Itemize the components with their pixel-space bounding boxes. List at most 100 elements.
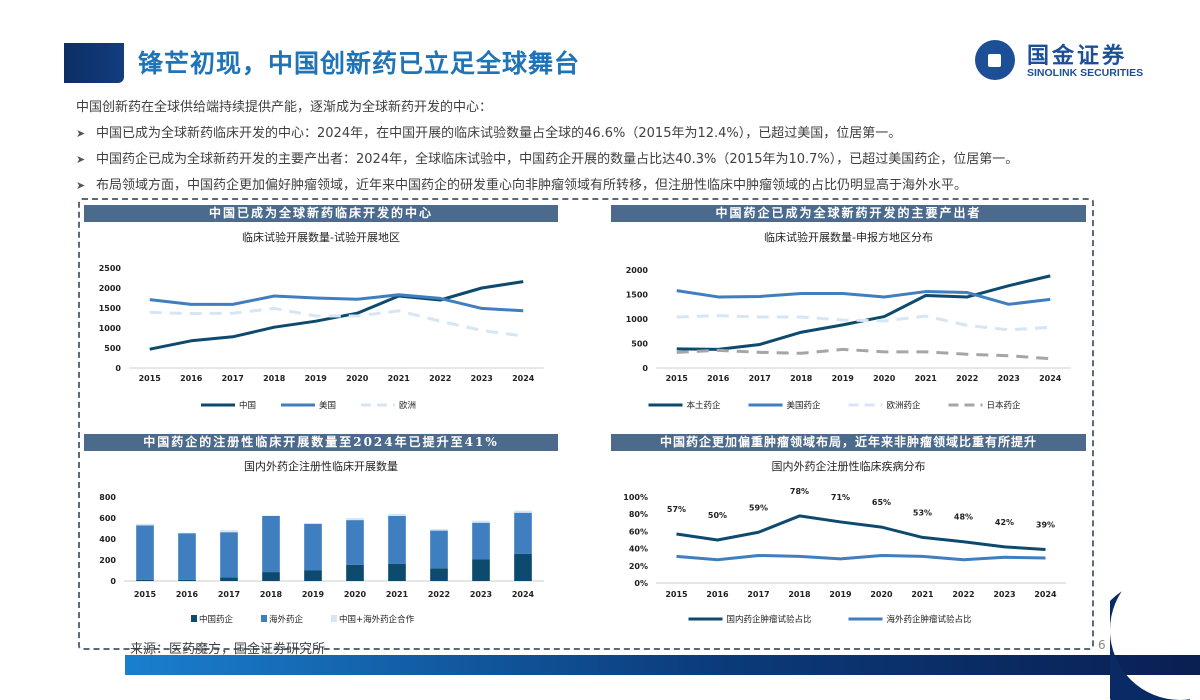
x-tick-label: 2021 <box>915 374 938 383</box>
x-tick-label: 2018 <box>788 590 811 599</box>
title-accent-block <box>64 43 124 83</box>
logo-en: SINOLINK SECURITIES <box>1027 67 1144 79</box>
y-tick-label: 2500 <box>99 264 122 273</box>
bar-segment <box>514 512 532 554</box>
y-tick-label: 0 <box>642 364 648 373</box>
logo: 国金证券 SINOLINK SECURITIES <box>975 38 1175 84</box>
y-tick-label: 20% <box>629 562 648 571</box>
arrow-bullet-icon: ➤ <box>76 153 86 166</box>
x-tick-label: 2020 <box>870 590 893 599</box>
x-tick-label: 2020 <box>346 374 369 383</box>
data-label: 50% <box>708 511 727 520</box>
y-tick-label: 80% <box>629 510 648 519</box>
bar-segment <box>346 520 364 565</box>
legend-label: 美国 <box>319 400 336 411</box>
data-label: 78% <box>790 487 809 496</box>
data-label: 42% <box>995 518 1014 527</box>
x-tick-label: 2020 <box>344 590 367 599</box>
x-tick-label: 2018 <box>790 374 813 383</box>
bar-segment <box>472 520 490 523</box>
x-tick-label: 2022 <box>428 590 450 599</box>
chart-svg: 国内外药企注册性临床开展数量 0 200 400 600 800 2015 2016 2017 2… <box>99 459 544 625</box>
x-tick-label: 2016 <box>706 590 729 599</box>
x-tick-label: 2016 <box>180 374 203 383</box>
x-tick-label: 2015 <box>665 590 688 599</box>
legend-label: 中国 <box>239 400 256 411</box>
y-tick-label: 500 <box>631 340 648 349</box>
panel-header: 中国药企的注册性临床开展数量至2024年已提升至41% <box>84 434 558 451</box>
bar-segment <box>220 577 238 581</box>
bar-segment <box>346 564 364 581</box>
y-tick-label: 1500 <box>626 291 649 300</box>
bar-segment <box>388 563 406 581</box>
y-tick-label: 60% <box>629 527 648 536</box>
legend-label: 日本药企 <box>987 400 1022 411</box>
bar-segment <box>430 529 448 531</box>
x-tick-label: 2018 <box>260 590 283 599</box>
y-tick-label: 0% <box>634 579 648 588</box>
panel-header: 中国药企更加偏重肿瘤领域布局，近年来非肿瘤领域比重有所提升 <box>611 434 1086 451</box>
bar-segment <box>178 532 196 534</box>
x-tick-label: 2023 <box>993 590 1015 599</box>
data-label: 53% <box>913 508 932 517</box>
x-tick-label: 2017 <box>747 590 769 599</box>
data-label: 65% <box>872 498 891 507</box>
bullet-text: 布局领域方面，中国药企更加偏好肿瘤领域，近年来中国药企的研发重心向非肿瘤领域有所… <box>96 178 968 193</box>
bar-segment <box>472 522 490 560</box>
x-tick-label: 2018 <box>263 374 286 383</box>
series-line <box>149 306 524 338</box>
bar-segment <box>178 579 196 581</box>
y-tick-label: 2000 <box>99 284 122 293</box>
x-tick-label: 2016 <box>176 590 199 599</box>
bullet-text: 中国药企已成为全球新药开发的主要产出者：2024年，全球临床试验中，中国药企开展… <box>96 152 1019 167</box>
x-tick-label: 2015 <box>134 590 157 599</box>
bar-segment <box>136 523 154 526</box>
x-tick-label: 2024 <box>1039 374 1062 383</box>
x-tick-label: 2019 <box>302 590 325 599</box>
x-tick-label: 2017 <box>749 374 771 383</box>
y-tick-label: 1500 <box>99 304 122 313</box>
footer-bar <box>125 655 1200 675</box>
legend-label: 本土药企 <box>687 400 722 411</box>
bar-segment <box>136 525 154 580</box>
bar-segment <box>514 510 532 513</box>
x-tick-label: 2019 <box>829 590 852 599</box>
bar-segment <box>178 533 196 580</box>
x-tick-label: 2023 <box>998 374 1020 383</box>
data-label: 48% <box>954 513 973 522</box>
bar-segment <box>262 572 280 581</box>
bar-segment <box>262 515 280 573</box>
y-tick-label: 400 <box>99 535 116 544</box>
bar-segment <box>304 523 322 571</box>
bullet-item: ➤ 中国已成为全球新药临床开发的中心：2024年，在中国开展的临床试验数量占全球的… <box>76 122 901 141</box>
series-line <box>676 274 1051 351</box>
bullet-item: ➤ 布局领域方面，中国药企更加偏好肿瘤领域，近年来中国药企的研发重心向非肿瘤领域有… <box>76 174 967 193</box>
legend-swatch <box>261 615 267 622</box>
chart-panel-sponsor-region: 中国药企已成为全球新药开发的主要产出者 临床试验开展数量-申报方地区分布 0 500… <box>611 205 1086 420</box>
legend-label: 美国药企 <box>787 400 822 411</box>
bullet-item: ➤ 中国药企已成为全球新药开发的主要产出者：2024年，全球临床试验中，中国药企开… <box>76 148 1018 167</box>
x-tick-label: 2022 <box>429 374 451 383</box>
y-tick-label: 1000 <box>99 324 122 333</box>
x-tick-label: 2022 <box>952 590 974 599</box>
panel-header: 中国已成为全球新药临床开发的中心 <box>84 205 558 222</box>
x-tick-label: 2021 <box>386 590 409 599</box>
series-line <box>676 289 1051 306</box>
chart-title: 临床试验开展数量-试验开展地区 <box>242 230 400 244</box>
x-tick-label: 2017 <box>218 590 240 599</box>
legend-swatch <box>331 615 337 622</box>
y-tick-label: 1000 <box>626 315 649 324</box>
y-tick-label: 40% <box>629 545 648 554</box>
legend-label: 中国+海外药企合作 <box>339 614 415 625</box>
intro-text: 中国创新药在全球供给端持续提供产能，逐渐成为全球新药开发的中心： <box>76 100 493 115</box>
bar-segment <box>388 513 406 516</box>
chart-title: 临床试验开展数量-申报方地区分布 <box>764 230 933 244</box>
data-label: 57% <box>667 505 686 514</box>
legend-label: 中国药企 <box>199 614 234 625</box>
x-tick-label: 2024 <box>512 590 535 599</box>
legend-label: 海外药企 <box>269 614 304 625</box>
chart-title: 国内外药企注册性临床开展数量 <box>244 459 398 473</box>
page-title: 锋芒初现，中国创新药已立足全球舞台 <box>138 49 581 78</box>
chart-panel-trial-region: 中国已成为全球新药临床开发的中心 临床试验开展数量-试验开展地区 0 500 1000… <box>84 205 558 420</box>
logo-icon <box>975 40 1015 80</box>
